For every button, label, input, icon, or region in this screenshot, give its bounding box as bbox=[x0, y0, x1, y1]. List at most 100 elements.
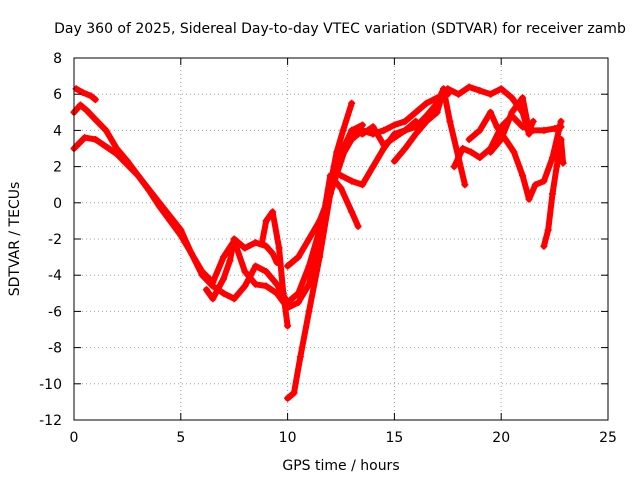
data-point bbox=[348, 126, 356, 134]
data-point bbox=[487, 108, 495, 116]
data-point bbox=[412, 130, 420, 138]
data-point bbox=[305, 307, 313, 315]
data-point bbox=[209, 278, 217, 286]
data-point bbox=[437, 94, 445, 102]
series-line bbox=[259, 208, 291, 329]
data-point bbox=[508, 108, 516, 116]
data-point bbox=[525, 195, 533, 203]
data-point bbox=[76, 101, 84, 109]
x-axis-label: GPS time / hours bbox=[282, 458, 399, 474]
data-point bbox=[540, 242, 548, 250]
data-point bbox=[296, 353, 304, 361]
data-point bbox=[358, 181, 366, 189]
x-tick-label: 10 bbox=[279, 430, 297, 446]
data-point bbox=[316, 217, 324, 225]
data-point bbox=[454, 90, 462, 98]
y-axis-label: SDTVAR / TECUs bbox=[7, 182, 23, 297]
data-point bbox=[322, 208, 330, 216]
data-point bbox=[273, 280, 281, 288]
data-point bbox=[508, 94, 516, 102]
data-point bbox=[202, 286, 210, 294]
data-point bbox=[540, 177, 548, 185]
data-point bbox=[187, 249, 195, 257]
data-series bbox=[70, 83, 567, 402]
data-point bbox=[529, 117, 537, 125]
data-point bbox=[241, 268, 249, 276]
data-point bbox=[241, 282, 249, 290]
data-point bbox=[87, 92, 95, 100]
data-point bbox=[166, 217, 174, 225]
series-trace-13 bbox=[487, 94, 537, 156]
y-tick-label: 4 bbox=[53, 123, 62, 139]
data-point bbox=[81, 134, 89, 142]
series-trace-5 bbox=[258, 208, 292, 330]
data-point bbox=[461, 181, 469, 189]
data-point bbox=[433, 108, 441, 116]
data-point bbox=[476, 154, 484, 162]
data-point bbox=[284, 394, 292, 402]
data-point bbox=[252, 239, 260, 247]
data-point bbox=[444, 85, 452, 93]
data-point bbox=[83, 106, 91, 114]
data-point bbox=[220, 253, 228, 261]
data-point bbox=[275, 244, 283, 252]
x-tick-label: 25 bbox=[599, 430, 617, 446]
data-point bbox=[91, 96, 99, 104]
y-tick-label: 8 bbox=[53, 51, 62, 67]
data-point bbox=[390, 134, 398, 142]
data-point bbox=[339, 126, 347, 134]
y-tick-label: -10 bbox=[39, 377, 62, 393]
y-tick-label: 6 bbox=[53, 87, 62, 103]
x-tick-label: 5 bbox=[176, 430, 185, 446]
data-point bbox=[113, 145, 121, 152]
x-tick-label: 15 bbox=[385, 430, 403, 446]
data-point bbox=[258, 239, 266, 247]
data-point bbox=[337, 184, 345, 192]
data-point bbox=[145, 186, 153, 194]
data-point bbox=[497, 135, 505, 143]
data-point bbox=[459, 145, 467, 152]
y-tick-label: -2 bbox=[48, 232, 62, 248]
data-point bbox=[519, 123, 527, 131]
data-point bbox=[252, 262, 260, 270]
y-tick-label: 0 bbox=[53, 196, 62, 212]
data-point bbox=[262, 217, 270, 225]
data-point bbox=[269, 208, 277, 216]
data-point bbox=[102, 126, 110, 134]
data-point bbox=[525, 126, 533, 134]
data-point bbox=[177, 231, 185, 239]
data-point bbox=[401, 117, 409, 125]
data-point bbox=[358, 130, 366, 138]
data-point bbox=[230, 295, 238, 303]
data-point bbox=[79, 88, 87, 96]
data-point bbox=[354, 222, 362, 230]
data-point bbox=[487, 90, 495, 98]
data-point bbox=[220, 289, 228, 297]
data-point bbox=[422, 99, 430, 107]
data-point bbox=[557, 117, 565, 125]
data-point bbox=[220, 275, 228, 283]
data-point bbox=[262, 242, 270, 250]
y-tick-label: -8 bbox=[48, 341, 62, 357]
data-point bbox=[91, 135, 99, 143]
series-trace-9 bbox=[322, 117, 420, 216]
series-line bbox=[73, 85, 99, 103]
data-point bbox=[519, 172, 527, 180]
data-point bbox=[446, 117, 454, 125]
data-point bbox=[559, 159, 567, 167]
chart-title: Day 360 of 2025, Sidereal Day-to-day VTE… bbox=[54, 21, 626, 37]
series-trace-14 bbox=[540, 135, 567, 250]
y-tick-label: 2 bbox=[53, 160, 62, 176]
data-point bbox=[230, 235, 238, 243]
series-trace-3 bbox=[72, 85, 99, 104]
data-point bbox=[294, 298, 302, 306]
data-point bbox=[450, 163, 458, 171]
data-point bbox=[465, 135, 473, 143]
data-point bbox=[209, 295, 217, 303]
data-point bbox=[510, 148, 518, 156]
data-point bbox=[476, 126, 484, 134]
data-point bbox=[337, 172, 345, 180]
data-point bbox=[305, 235, 313, 243]
data-point bbox=[91, 116, 99, 124]
